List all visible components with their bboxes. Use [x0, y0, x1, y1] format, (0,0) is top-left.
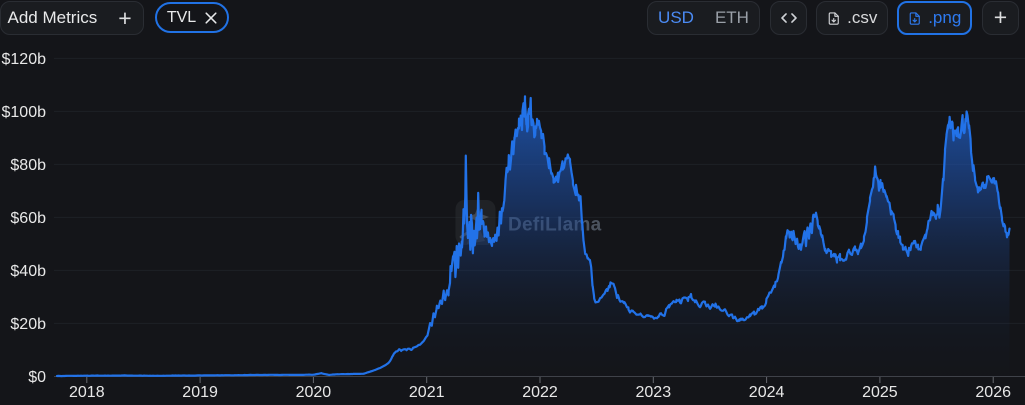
svg-text:2018: 2018 [69, 384, 105, 401]
svg-text:$60b: $60b [10, 210, 46, 227]
svg-text:2020: 2020 [296, 384, 332, 401]
svg-text:2019: 2019 [182, 384, 218, 401]
svg-text:2024: 2024 [749, 384, 785, 401]
svg-text:$20b: $20b [10, 316, 46, 333]
svg-text:$40b: $40b [10, 263, 46, 280]
svg-text:$80b: $80b [10, 157, 46, 174]
svg-text:$100b: $100b [2, 104, 47, 121]
svg-text:2021: 2021 [409, 384, 445, 401]
svg-text:$120b: $120b [2, 51, 47, 68]
svg-text:2026: 2026 [975, 384, 1011, 401]
svg-text:2023: 2023 [636, 384, 672, 401]
svg-text:2022: 2022 [522, 384, 558, 401]
svg-text:$0: $0 [28, 369, 46, 386]
svg-text:2025: 2025 [862, 384, 898, 401]
